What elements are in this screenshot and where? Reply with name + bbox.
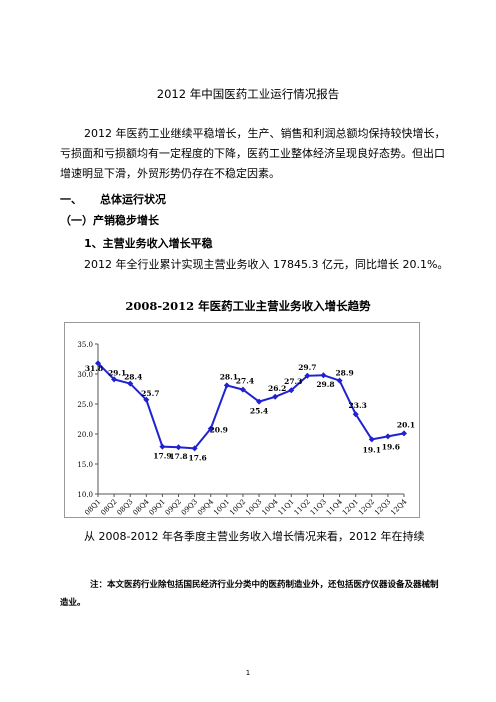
subsection-heading: （一）产销稳步增长 <box>60 214 159 227</box>
data-label: 19.1 <box>363 445 381 454</box>
data-point <box>95 360 101 367</box>
data-point <box>368 436 375 443</box>
data-label: 27.3 <box>284 377 302 386</box>
report-title: 2012 年中国医药工业运行情况报告 <box>156 87 340 101</box>
data-point <box>207 425 214 432</box>
section-heading-1: 一、 总体运行状况 <box>60 191 166 207</box>
data-point <box>143 396 150 403</box>
data-label: 27.4 <box>236 377 254 386</box>
data-label: 29.1 <box>108 368 126 377</box>
y-tick-label: 30.0 <box>77 371 93 379</box>
y-tick-label: 20.0 <box>77 431 93 439</box>
data-point <box>223 382 230 389</box>
data-point <box>401 430 407 437</box>
chart-frame <box>64 322 420 518</box>
data-label: 31.8 <box>85 364 103 373</box>
data-label: 25.4 <box>250 407 268 416</box>
data-label: 29.8 <box>316 380 334 389</box>
data-label: 17.8 <box>169 452 187 461</box>
data-point <box>175 444 182 451</box>
section-label: 总体运行状况 <box>100 193 166 206</box>
data-label: 20.9 <box>210 426 228 435</box>
data-label: 23.3 <box>349 401 367 410</box>
data-point <box>384 433 391 440</box>
footnote: 注：本文医药行业除包括国民经济行业分类中的医药制造业外，还包括医疗仪器设备及器械… <box>60 580 439 608</box>
data-point <box>159 443 166 450</box>
page-number: 1 <box>245 669 251 677</box>
intro-paragraph: 2012 年医药工业继续平稳增长，生产、销售和利润总额均保持较快增长，亏损面和亏… <box>60 127 446 180</box>
revenue-growth-chart: 10.015.020.025.030.035.0 08Q108Q208Q308Q… <box>64 322 420 518</box>
series-line <box>97 362 405 450</box>
data-point <box>127 380 134 387</box>
data-point <box>239 386 246 393</box>
y-tick-label: 10.0 <box>77 491 93 499</box>
data-label: 28.4 <box>124 373 142 382</box>
y-tick-label: 25.0 <box>77 401 93 409</box>
data-label: 17.6 <box>188 453 206 462</box>
data-label: 25.7 <box>141 389 159 398</box>
data-label: 29.7 <box>298 363 316 372</box>
section-number: 一、 <box>60 193 82 206</box>
revenue-paragraph: 2012 年全行业累计实现主营业务收入 17845.3 亿元，同比增长 20.1… <box>84 258 449 271</box>
data-point <box>320 372 327 379</box>
y-tick-label: 15.0 <box>77 461 93 469</box>
trend-paragraph: 从 2008-2012 年各季度主营业务收入增长情况来看，2012 年在持续 <box>84 530 425 543</box>
subsubsection-heading: 1、主营业务收入增长平稳 <box>84 237 213 250</box>
data-point <box>288 387 295 394</box>
data-point <box>111 376 118 383</box>
data-point <box>191 445 198 452</box>
data-label: 28.1 <box>220 372 238 381</box>
chart-title: 2008-2012 年医药工业主营业务收入增长趋势 <box>125 299 371 313</box>
data-point <box>352 411 359 418</box>
data-point <box>304 372 311 379</box>
data-point <box>272 393 279 400</box>
data-label: 20.1 <box>397 420 415 429</box>
data-label: 17.9 <box>153 452 171 461</box>
data-point <box>336 377 343 384</box>
data-label: 26.2 <box>268 384 286 393</box>
y-tick-label: 35.0 <box>77 341 93 349</box>
data-label: 19.6 <box>382 442 400 451</box>
data-point <box>256 398 263 405</box>
data-label: 28.9 <box>335 369 353 378</box>
